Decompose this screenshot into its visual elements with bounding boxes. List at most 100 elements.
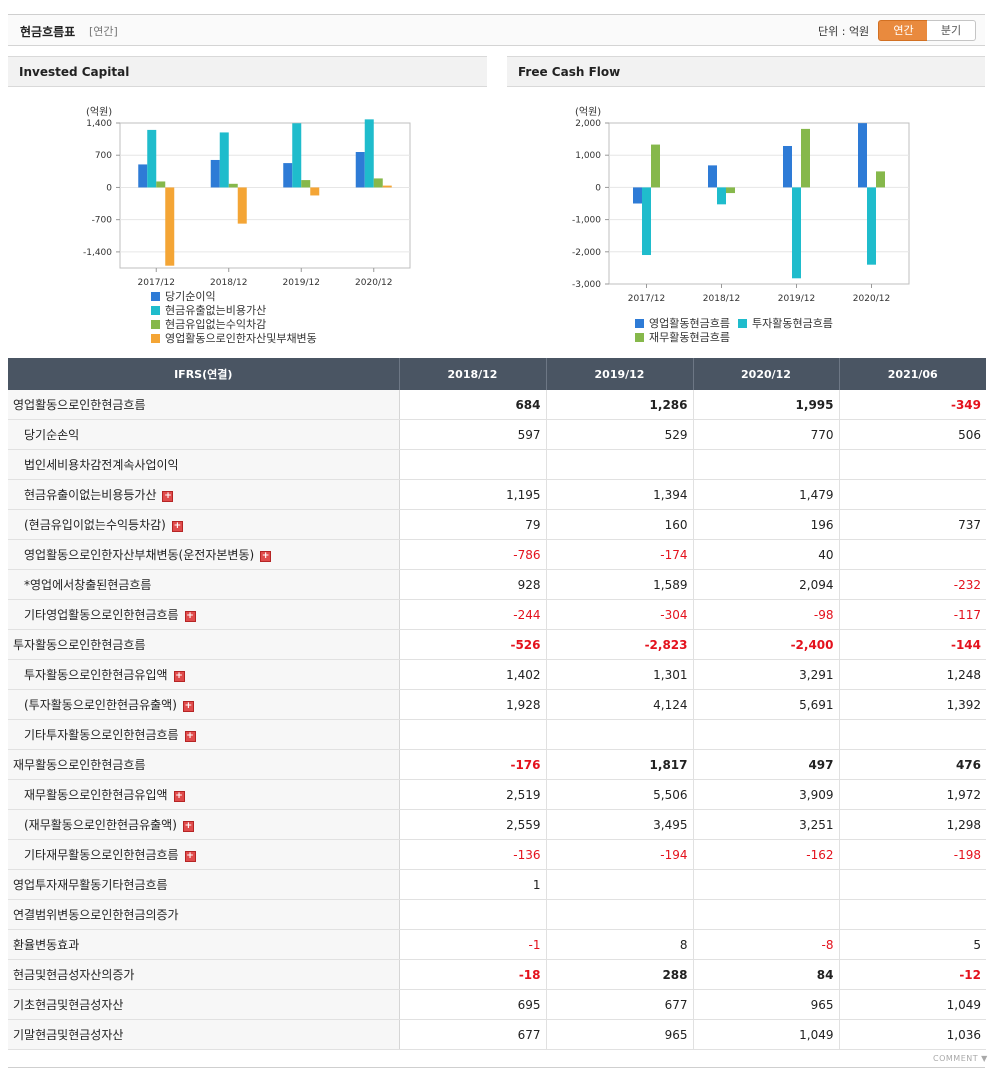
expand-plus-icon[interactable]: + [184,851,196,862]
value-cell [546,449,694,480]
row-label: 당기순손익 [24,428,80,442]
bar [165,187,175,266]
row-label: 연결범위변동으로인한현금의증가 [13,908,179,922]
row-label: 현금유출이없는비용등가산 [24,488,157,502]
row-label: 재무활동으로인한현금유입액 [24,788,168,802]
quarter-toggle-button[interactable]: 분기 [927,20,976,41]
value-cell: 695 [399,989,547,1020]
bar [156,181,166,188]
value-cell: 497 [693,749,840,780]
column-header: 2018/12 [399,358,547,390]
row-label: 기말현금및현금성자산 [13,1028,124,1042]
x-tick-label: 2020/12 [355,278,392,286]
value-cell: 1,394 [546,479,694,510]
column-header: 2021/06 [839,358,986,390]
expand-plus-icon[interactable]: + [171,521,183,532]
value-cell: 79 [399,509,547,540]
table-row: 기타투자활동으로인한현금흐름 + [8,719,986,750]
x-tick-label: 2019/12 [778,294,815,304]
bar [283,163,293,188]
value-cell: -244 [399,599,547,630]
bar [364,119,374,188]
value-cell: 1,479 [693,479,840,510]
comment-toggle[interactable]: COMMENT ▼ [933,1054,988,1063]
bar [792,187,801,279]
expand-plus-icon[interactable]: + [184,611,196,622]
expand-plus-icon[interactable]: + [182,701,194,712]
y-tick-label: 2,000 [575,119,601,129]
value-cell: 684 [399,390,547,420]
value-cell [693,869,840,900]
row-label-cell: 기타영업활동으로인한현금흐름 + [8,599,400,630]
page-subtitle: [연간] [89,25,118,38]
row-label: 재무활동으로인한현금흐름 [13,758,146,772]
legend-item: 당기순이익 [151,289,317,303]
fcf-title: Free Cash Flow [518,65,621,79]
value-cell: 1,298 [839,809,986,840]
table-row: 영업투자재무활동기타현금흐름 1 [8,869,986,900]
row-label-cell: 영업활동으로인한현금흐름 [8,390,400,420]
bar [138,164,148,188]
row-label-cell: 환율변동효과 [8,929,400,960]
expand-plus-icon[interactable]: + [184,731,196,742]
bar [210,159,220,188]
bar [876,171,885,188]
value-cell: 1,817 [546,749,694,780]
bar [867,187,876,265]
table-row: 환율변동효과 -1 8 -8 5 [8,929,986,960]
legend-label: 재무활동현금흐름 [649,331,730,344]
bar [858,123,867,188]
table-row: 법인세비용차감전계속사업이익 [8,449,986,480]
expand-plus-icon[interactable]: + [173,791,185,802]
column-header: 2020/12 [693,358,840,390]
x-tick-label: 2017/12 [138,278,175,286]
expand-plus-icon[interactable]: + [162,491,174,502]
value-cell: 965 [546,1019,694,1050]
row-label-cell: 기초현금및현금성자산 [8,989,400,1020]
bar [219,132,229,188]
row-label: 영업활동으로인한현금흐름 [13,398,146,412]
expand-plus-icon[interactable]: + [173,671,185,682]
expand-plus-icon[interactable]: + [260,551,272,562]
value-cell: 3,909 [693,779,840,810]
row-label-cell: 기타투자활동으로인한현금흐름 + [8,719,400,750]
row-label: 기초현금및현금성자산 [13,998,124,1012]
legend-swatch [151,305,160,315]
value-cell: -176 [399,749,547,780]
value-cell: 3,291 [693,659,840,690]
value-cell [839,869,986,900]
expand-plus-icon[interactable]: + [182,821,194,832]
table-row: 투자활동으로인한현금유입액 +1,402 1,301 3,291 1,248 [8,659,986,690]
bar [228,183,238,188]
table-row: *영업에서창출된현금흐름 928 1,589 2,094 -232 [8,569,986,600]
bar [717,187,726,205]
value-cell: 84 [693,959,840,990]
legend-swatch [635,318,644,328]
bar [726,187,735,194]
legend-label: 현금유입없는수익차감 [165,318,267,331]
bar [382,185,392,188]
row-label-cell: (재무활동으로인한현금유출액) + [8,809,400,840]
legend-swatch [151,291,160,301]
value-cell: 1,928 [399,689,547,720]
row-label-cell: 영업활동으로인한자산부채변동(운전자본변동) + [8,539,400,570]
value-cell: 737 [839,509,986,540]
table-row: 영업활동으로인한자산부채변동(운전자본변동) + -786 -174 40 [8,539,986,570]
row-label-cell: (현금유입이없는수익등차감) + [8,509,400,540]
value-cell: -349 [839,390,986,420]
row-label-cell: 법인세비용차감전계속사업이익 [8,449,400,480]
value-cell: 3,251 [693,809,840,840]
value-cell: -12 [839,959,986,990]
value-cell [839,539,986,570]
bar [642,187,651,256]
value-cell: -174 [546,539,694,570]
value-cell: 476 [839,749,986,780]
y-tick-label: 1,400 [86,119,112,129]
annual-toggle-button[interactable]: 연간 [878,20,929,41]
value-cell: -194 [546,839,694,870]
row-label-cell: *영업에서창출된현금흐름 [8,569,400,600]
value-cell: -144 [839,629,986,660]
value-cell: 1,392 [839,689,986,720]
bar [237,187,247,224]
legend-item: 영업활동으로인한자산및부채변동 [151,331,317,345]
